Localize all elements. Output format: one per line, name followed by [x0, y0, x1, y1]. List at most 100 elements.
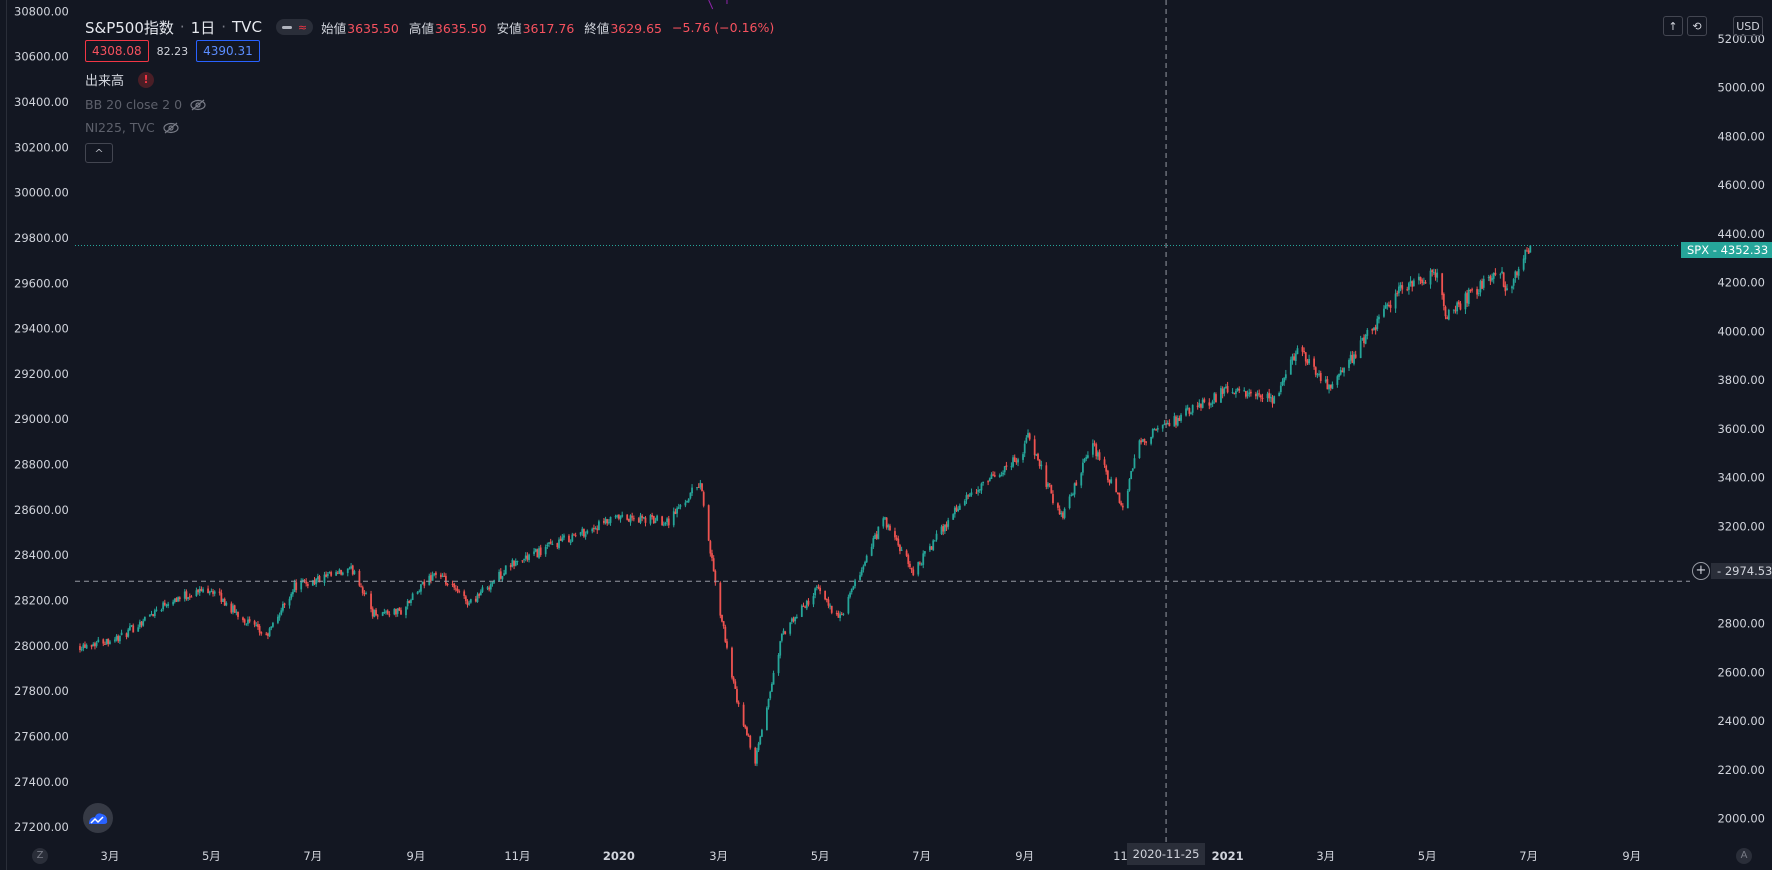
interval-label[interactable]: 1日 — [190, 18, 216, 37]
candle-body — [1466, 292, 1469, 304]
candle-body — [1316, 374, 1319, 376]
candle-body — [889, 525, 891, 531]
crosshair-price-tag: - 2974.53 — [1711, 563, 1772, 579]
candle-body — [839, 614, 841, 619]
candle-body — [1022, 454, 1024, 460]
candle-body — [210, 590, 213, 592]
candle-body — [400, 610, 402, 615]
candle-body — [318, 575, 321, 583]
candle-body — [516, 560, 519, 562]
candle-body — [258, 626, 261, 633]
candle-body — [489, 584, 492, 590]
candle-body — [955, 507, 958, 511]
candle-body — [1231, 391, 1234, 393]
candle-body — [1329, 384, 1332, 388]
candle-body — [1354, 354, 1357, 358]
eye-hidden-icon[interactable] — [163, 122, 179, 134]
timezone-z-button[interactable]: Z — [32, 848, 48, 864]
time-axis-tick-label: 2020 — [603, 849, 635, 863]
warning-icon[interactable]: ! — [138, 71, 155, 88]
candle-body — [1313, 358, 1315, 367]
candle-body — [719, 582, 722, 616]
legend-toggle-pill[interactable]: ≈ — [275, 19, 314, 35]
compare-indicator[interactable]: NI225, TVC — [85, 120, 774, 135]
candle-body — [375, 609, 377, 616]
candle-body — [651, 515, 654, 517]
candle-body — [829, 605, 831, 607]
candle-body — [859, 575, 861, 580]
candle-body — [569, 541, 572, 543]
candle-body — [769, 691, 772, 699]
candle-body — [850, 588, 853, 593]
candle-body — [573, 534, 575, 536]
candle-body — [666, 518, 669, 523]
candle-body — [1095, 444, 1098, 457]
candle-body — [456, 588, 459, 591]
candle-body — [814, 588, 817, 596]
arrow-up-button[interactable]: ↑ — [1663, 16, 1683, 36]
candle-body — [346, 568, 349, 574]
candle-body — [511, 559, 514, 567]
candle-body — [1258, 393, 1261, 395]
candle-body — [772, 672, 775, 685]
candle-body — [348, 568, 351, 570]
candle-body — [819, 587, 822, 592]
auto-scale-button[interactable]: A — [1736, 848, 1752, 864]
bb-indicator[interactable]: BB 20 close 2 0 — [85, 97, 774, 112]
symbol-title[interactable]: S&P500指数 — [85, 18, 174, 37]
candle-body — [1196, 405, 1199, 408]
candle-body — [957, 509, 960, 512]
candle-body — [1220, 388, 1222, 403]
candle-body — [897, 538, 900, 546]
candles[interactable] — [79, 245, 1532, 767]
candle-body — [815, 586, 818, 588]
eye-hidden-icon[interactable] — [190, 99, 206, 111]
candle-body — [1072, 494, 1074, 496]
candle-body — [301, 579, 304, 582]
candle-body — [478, 593, 481, 596]
sell-price-box[interactable]: 4308.08 — [85, 40, 149, 62]
left-axis-tick-label: 30600.00 — [14, 50, 69, 64]
candle-body — [514, 561, 517, 566]
currency-button[interactable]: USD — [1733, 16, 1763, 36]
candle-body — [410, 600, 412, 603]
candle-body — [965, 495, 968, 501]
candle-body — [1057, 503, 1059, 508]
candle-body — [533, 551, 535, 555]
candle-body — [1208, 402, 1211, 406]
candle-body — [479, 591, 482, 596]
candle-body — [895, 537, 898, 540]
candle-body — [993, 475, 996, 477]
wave-icon: ≈ — [297, 20, 308, 34]
candle-body — [1491, 277, 1493, 281]
candle-body — [288, 598, 291, 606]
sync-button[interactable]: ⟲ — [1687, 16, 1707, 36]
candle-body — [842, 613, 845, 615]
candle-body — [568, 535, 570, 543]
candle-body — [1501, 271, 1503, 273]
chart-legend: S&P500指数 · 1日 · TVC ≈ 始値3635.50 高値3635.5… — [85, 16, 774, 163]
buy-price-box[interactable]: 4390.31 — [196, 40, 260, 62]
candle-body — [1522, 258, 1525, 270]
candle-body — [1294, 353, 1297, 361]
collapse-legend-button[interactable]: ^ — [85, 143, 113, 163]
candle-body — [1245, 391, 1247, 397]
candle-body — [1441, 273, 1444, 296]
candle-body — [711, 553, 713, 559]
volume-indicator[interactable]: 出来高 ! — [85, 70, 774, 89]
tradingview-logo[interactable] — [83, 803, 113, 833]
plus-icon[interactable]: + — [1692, 562, 1710, 580]
candle-body — [325, 574, 328, 577]
time-axis-tick-label: 7月 — [1519, 849, 1538, 863]
candle-body — [912, 569, 915, 576]
candle-body — [1005, 465, 1008, 467]
candle-body — [598, 521, 600, 531]
candle-body — [1366, 330, 1369, 336]
candle-body — [754, 747, 757, 764]
candle-body — [1487, 276, 1490, 278]
candle-body — [1421, 280, 1424, 284]
candle-body — [947, 520, 950, 527]
candle-body — [884, 517, 886, 519]
candle-body — [223, 598, 226, 606]
last-price-symbol: SPX — [1687, 243, 1710, 257]
